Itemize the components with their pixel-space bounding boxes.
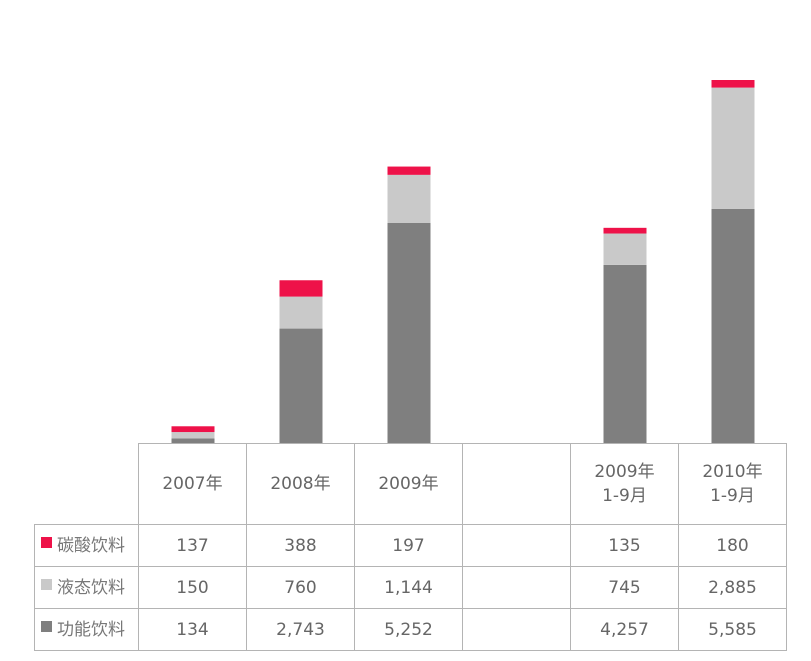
bar-segment [711,208,755,444]
bar-segment [711,87,755,209]
category-label: 2008年 [246,443,355,525]
data-cell: 134 [138,608,247,651]
bar-segment [711,80,755,88]
data-cell: 760 [246,566,355,609]
data-cell: 5,585 [678,608,787,651]
bar-segment [171,438,215,444]
legend-swatch [41,579,52,590]
bar-segment [387,174,431,223]
bar-segment [171,426,215,433]
data-cell: 197 [354,524,463,567]
legend-item: 功能饮料 [34,608,139,651]
bar-segment [387,166,431,175]
bar-segment [279,328,323,444]
category-label: 2010年 1-9月 [678,443,787,525]
data-cell: 135 [570,524,679,567]
legend-item: 碳酸饮料 [34,524,139,567]
bar-segment [603,227,647,234]
bar-segment [603,233,647,265]
data-cell [462,524,571,567]
data-cell: 4,257 [570,608,679,651]
category-label [462,443,571,525]
data-cell: 2,743 [246,608,355,651]
legend-swatch [41,621,52,632]
data-cell: 137 [138,524,247,567]
category-label: 2009年 1-9月 [570,443,679,525]
data-cell: 5,252 [354,608,463,651]
data-cell: 1,144 [354,566,463,609]
legend-label: 功能饮料 [57,619,125,640]
data-cell: 745 [570,566,679,609]
bar-segment [603,264,647,444]
bar-segment [279,280,323,297]
category-label: 2009年 [354,443,463,525]
legend-label: 液态饮料 [57,577,125,598]
data-cell [462,566,571,609]
bar-segment [387,222,431,444]
legend-swatch [41,537,52,548]
data-cell: 150 [138,566,247,609]
data-cell: 388 [246,524,355,567]
legend-item: 液态饮料 [34,566,139,609]
data-cell: 2,885 [678,566,787,609]
bar-segment [171,432,215,439]
category-label: 2007年 [138,443,247,525]
data-cell [462,608,571,651]
legend-label: 碳酸饮料 [57,535,125,556]
data-cell: 180 [678,524,787,567]
bar-segment [279,296,323,329]
